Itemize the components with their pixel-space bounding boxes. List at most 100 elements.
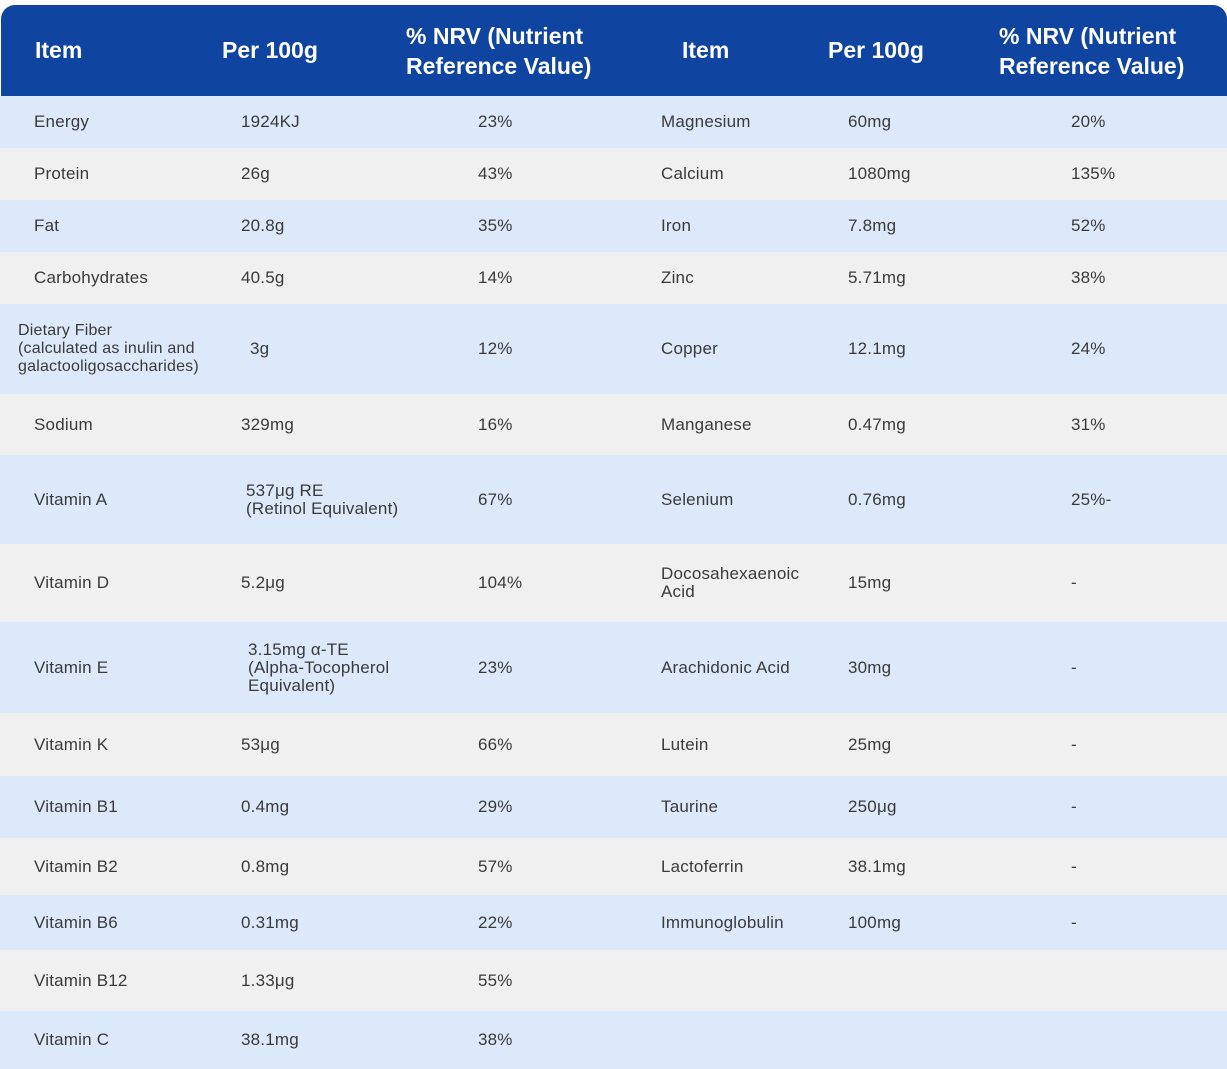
right-item-cell: Calcium [661,164,724,183]
right-item-cell: Manganese [661,414,752,434]
right-nrv-cell: - [1071,912,1077,932]
left-per100g-cell: 20.8g [241,216,285,235]
left-item-cell: Vitamin D [34,573,110,592]
left-item-cell: Vitamin B6 [34,912,118,932]
left-nrv-cell: 38% [478,1030,513,1049]
table-row: Vitamin B12 1.33μg 55% [0,950,1227,1011]
right-per100g-cell: 5.71mg [848,268,906,287]
table-row: Vitamin A 537μg RE (Retinol Equivalent) 67… [0,455,1227,544]
header-per100g-right: Per 100g [828,37,924,63]
left-per100g-cell: 40.5g [241,268,285,287]
header-nrv-right: % NRV (Nutrient Reference Value) [999,23,1185,79]
left-item-cell: Energy [34,112,90,131]
right-per100g-cell: 250μg [848,797,897,816]
left-item-cell: Vitamin K [34,734,109,754]
right-item-cell: Magnesium [661,112,751,131]
left-per100g-cell: 537μg RE (Retinol Equivalent) [246,480,399,518]
right-nrv-cell: 135% [1071,164,1116,183]
left-item-cell: Sodium [34,414,93,434]
right-per100g-cell: 60mg [848,112,892,131]
left-item-cell: Fat [34,216,60,235]
table-row: Vitamin D 5.2μg 104% Docosahexaenoic Acid 15… [0,544,1227,622]
left-item-cell: Vitamin A [34,489,108,509]
table-header: Item Per 100g % NRV (Nutrient Reference … [1,5,1227,96]
table-row: Vitamin C 38.1mg 38% [0,1011,1227,1069]
left-nrv-cell: 57% [478,856,513,876]
left-nrv-cell: 23% [478,112,513,131]
left-item-cell: Vitamin E [34,657,109,677]
right-per100g-cell: 100mg [848,912,901,932]
table-row: Vitamin K 53μg 66% Lutein 25mg - [0,713,1227,776]
right-item-cell: Zinc [661,268,694,287]
right-per100g-cell: 38.1mg [848,856,906,876]
right-item-cell: Arachidonic Acid [661,657,790,677]
left-nrv-cell: 66% [478,734,513,754]
right-item-cell: Iron [661,216,692,235]
left-nrv-cell: 29% [478,797,513,816]
table-row: Vitamin B1 0.4mg 29% Taurine 250μg - [0,776,1227,838]
right-item-cell: Lactoferrin [661,856,744,876]
right-item-cell: Copper [661,339,718,358]
left-item-cell: Vitamin B2 [34,856,118,876]
right-nrv-cell: 20% [1071,112,1106,131]
left-nrv-cell: 55% [478,970,513,990]
left-nrv-cell: 104% [478,573,523,592]
left-nrv-cell: 67% [478,489,513,509]
right-item-cell: Lutein [661,734,709,754]
left-per100g-cell: 329mg [241,414,294,434]
header-per100g-left: Per 100g [222,37,318,63]
left-per100g-cell: 3g [250,339,270,358]
table-row: Vitamin B2 0.8mg 57% Lactoferrin 38.1mg - [0,838,1227,895]
left-per100g-cell: 0.8mg [241,856,290,876]
left-nrv-cell: 22% [478,912,513,932]
right-per100g-cell: 12.1mg [848,339,906,358]
right-per100g-cell: 7.8mg [848,216,897,235]
left-per100g-cell: 53μg [241,734,280,754]
right-per100g-cell: 15mg [848,573,892,592]
right-per100g-cell: 25mg [848,734,892,754]
right-item-cell: Selenium [661,489,734,509]
right-per100g-cell: 1080mg [848,164,911,183]
left-nrv-cell: 35% [478,216,513,235]
left-item-cell: Dietary Fiber (calculated as inulin and … [18,322,199,375]
left-nrv-cell: 14% [478,268,513,287]
left-item-cell: Protein [34,164,90,183]
left-nrv-cell: 16% [478,414,513,434]
table-row: Fat 20.8g 35% Iron 7.8mg 52% [0,200,1227,252]
left-per100g-cell: 1.33μg [241,970,295,990]
right-nrv-cell: - [1071,657,1077,677]
left-item-cell: Vitamin B1 [34,797,118,816]
table-row: Energy 1924KJ 23% Magnesium 60mg 20% [0,96,1227,148]
table-row: Protein 26g 43% Calcium 1080mg 135% [0,148,1227,200]
right-item-cell: Docosahexaenoic Acid [661,564,800,601]
right-nrv-cell: 25%- [1071,489,1112,509]
right-nrv-cell: 38% [1071,268,1106,287]
left-nrv-cell: 12% [478,339,513,358]
right-item-cell: Immunoglobulin [661,912,784,932]
table-row: Vitamin E 3.15mg α-TE (Alpha-Tocopherol E… [0,622,1227,713]
right-nrv-cell: - [1071,856,1077,876]
left-per100g-cell: 38.1mg [241,1030,299,1049]
table-row: Sodium 329mg 16% Manganese 0.47mg 31% [0,394,1227,455]
right-per100g-cell: 0.47mg [848,414,906,434]
right-nrv-cell: - [1071,573,1077,592]
left-per100g-cell: 0.4mg [241,797,290,816]
header-item-left: Item [35,37,83,63]
right-nrv-cell: 24% [1071,339,1106,358]
left-per100g-cell: 5.2μg [241,573,285,592]
left-nrv-cell: 23% [478,657,513,677]
left-item-cell: Vitamin C [34,1030,110,1049]
left-per100g-cell: 26g [241,164,270,183]
table-row: Dietary Fiber (calculated as inulin and … [0,304,1227,394]
left-item-cell: Vitamin B12 [34,970,128,990]
header-nrv-left: % NRV (Nutrient Reference Value) [406,23,592,79]
right-nrv-cell: - [1071,734,1077,754]
table-row: Carbohydrates 40.5g 14% Zinc 5.71mg 38% [0,252,1227,304]
left-nrv-cell: 43% [478,164,513,183]
left-item-cell: Carbohydrates [34,268,149,287]
left-per100g-cell: 0.31mg [241,912,299,932]
right-nrv-cell: - [1071,797,1077,816]
right-nrv-cell: 31% [1071,414,1106,434]
left-per100g-cell: 1924KJ [241,112,300,131]
right-per100g-cell: 30mg [848,657,892,677]
